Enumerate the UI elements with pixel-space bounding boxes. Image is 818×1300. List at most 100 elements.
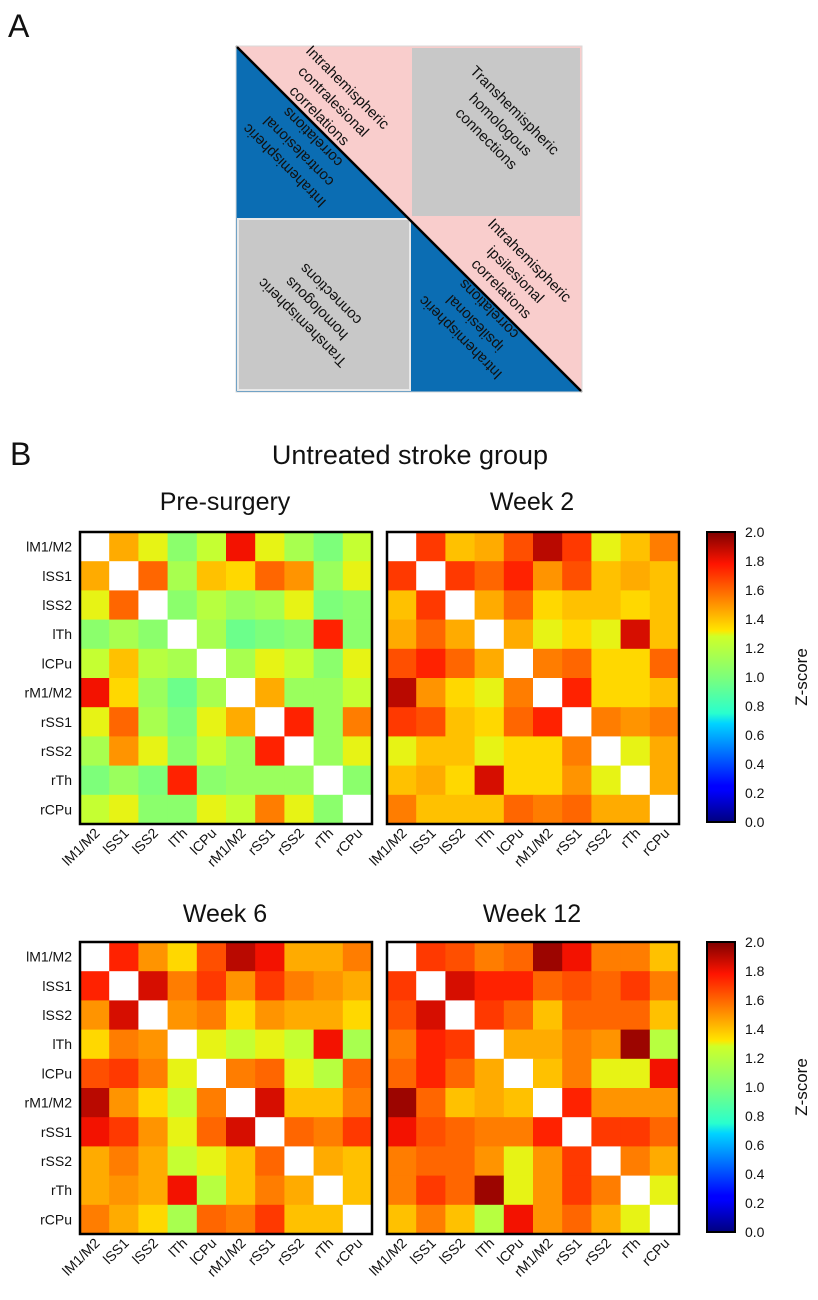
y-tick-label: lSS1 (42, 978, 72, 994)
x-tick-label: rSS2 (274, 825, 307, 858)
heatmap-cell (533, 1204, 563, 1235)
x-tick-label: rSS1 (552, 1235, 585, 1268)
colorbar-tick-label: 0.2 (745, 1195, 765, 1211)
heatmap-cell (80, 1175, 110, 1206)
heatmap-cell (255, 678, 285, 708)
y-tick-label: rTh (51, 1182, 72, 1198)
heatmap-cell (533, 532, 563, 562)
y-tick-label: rSS2 (41, 743, 72, 759)
heatmap-cell (80, 942, 110, 972)
heatmap-cell (255, 1117, 285, 1147)
heatmap-cell (138, 971, 168, 1001)
heatmap-cell (342, 765, 373, 796)
heatmap-cell (591, 648, 621, 679)
x-tick-label: lSS2 (436, 1235, 468, 1267)
heatmap-cell (109, 678, 139, 708)
heatmap-cell (387, 1117, 417, 1147)
heatmap-cell (387, 1146, 417, 1176)
heatmap-cell (109, 794, 139, 825)
y-tick-label: rSS1 (41, 1124, 72, 1140)
heatmap-cell (284, 1029, 314, 1060)
heatmap-cell (416, 1175, 446, 1206)
heatmap-cell (226, 736, 256, 766)
heatmap-cell (226, 561, 256, 591)
y-tick-label: rSS1 (41, 714, 72, 730)
heatmap-cell (109, 1117, 139, 1147)
y-tick-label: lTh (53, 626, 72, 642)
heatmap-cell (620, 1204, 651, 1235)
colorbar-tick-label: 1.4 (745, 611, 765, 627)
heatmap-cell (445, 561, 475, 591)
schematic-diagram: Intrahemispheric contralesional correlat… (235, 42, 583, 393)
heatmap-cell (226, 971, 256, 1001)
x-tick-label: rCPu (332, 825, 366, 859)
heatmap-cell (284, 1000, 314, 1030)
heatmap-cell (284, 794, 314, 825)
heatmap-cell (416, 736, 446, 766)
heatmap-cell (562, 1146, 592, 1176)
colorbar-tick-label: 0.0 (745, 814, 765, 830)
heatmap-cell (196, 736, 227, 766)
heatmap-cell (649, 1029, 680, 1060)
heatmap-cell (167, 590, 198, 620)
heatmap-cell (284, 590, 314, 620)
heatmap-cell (503, 678, 534, 708)
heatmap-cell (167, 1117, 198, 1147)
heatmap-cell (255, 648, 285, 679)
heatmap-cell (342, 971, 373, 1001)
heatmap-cell (620, 1117, 651, 1147)
heatmap-cell (342, 678, 373, 708)
heatmap-cell (474, 1146, 505, 1176)
heatmap-cell (562, 765, 592, 796)
heatmap-cell (503, 648, 534, 679)
heatmap-cell (226, 1204, 256, 1235)
y-tick-label: rSS2 (41, 1153, 72, 1169)
heatmap-cell (620, 707, 651, 737)
heatmap-cell (313, 532, 344, 562)
heatmap-cell (109, 971, 139, 1001)
heatmap-cell (503, 942, 534, 972)
heatmap-cell (649, 590, 680, 620)
heatmap-cell (474, 765, 505, 796)
heatmap-cell (284, 1117, 314, 1147)
heatmap-cell (445, 648, 475, 679)
heatmap-cell (474, 1204, 505, 1235)
heatmap-cell (255, 1175, 285, 1206)
heatmap-cell (416, 1146, 446, 1176)
heatmap-cell (474, 1175, 505, 1206)
heatmap-cell (474, 1088, 505, 1118)
heatmap-cell (342, 590, 373, 620)
heatmap-cell (387, 1088, 417, 1118)
heatmap-cell (284, 707, 314, 737)
heatmap-border (385, 940, 681, 1236)
heatmap-cell (533, 736, 563, 766)
heatmap-cell (313, 1029, 344, 1060)
heatmap-cell (138, 1204, 168, 1235)
heatmap-cell (109, 532, 139, 562)
colorbar-tick-label: 0.6 (745, 1137, 765, 1153)
heatmap-cell (649, 561, 680, 591)
y-tick-label: lSS2 (42, 1007, 72, 1023)
heatmap-cell (503, 561, 534, 591)
heatmap-cell (416, 765, 446, 796)
heatmap-cell (620, 561, 651, 591)
heatmap-cell (387, 561, 417, 591)
heatmap-cell (138, 794, 168, 825)
heatmap-cell (591, 1029, 621, 1060)
heatmap-cell (387, 1029, 417, 1060)
heatmap-cell (533, 561, 563, 591)
heatmap-cell (445, 1146, 475, 1176)
heatmap-cell (387, 678, 417, 708)
colorbar-tick-label: 0.4 (745, 1166, 765, 1182)
heatmap-cell (620, 648, 651, 679)
heatmap-cell (342, 619, 373, 650)
heatmap-cell (313, 1175, 344, 1206)
heatmap-cell (109, 1204, 139, 1235)
heatmap-cell (80, 1058, 110, 1089)
y-tick-label: rCPu (40, 801, 72, 817)
heatmap-cell (503, 1000, 534, 1030)
heatmap-cell (313, 1088, 344, 1118)
heatmap-cell (503, 1175, 534, 1206)
colorbar-tick-label: 0.0 (745, 1224, 765, 1240)
